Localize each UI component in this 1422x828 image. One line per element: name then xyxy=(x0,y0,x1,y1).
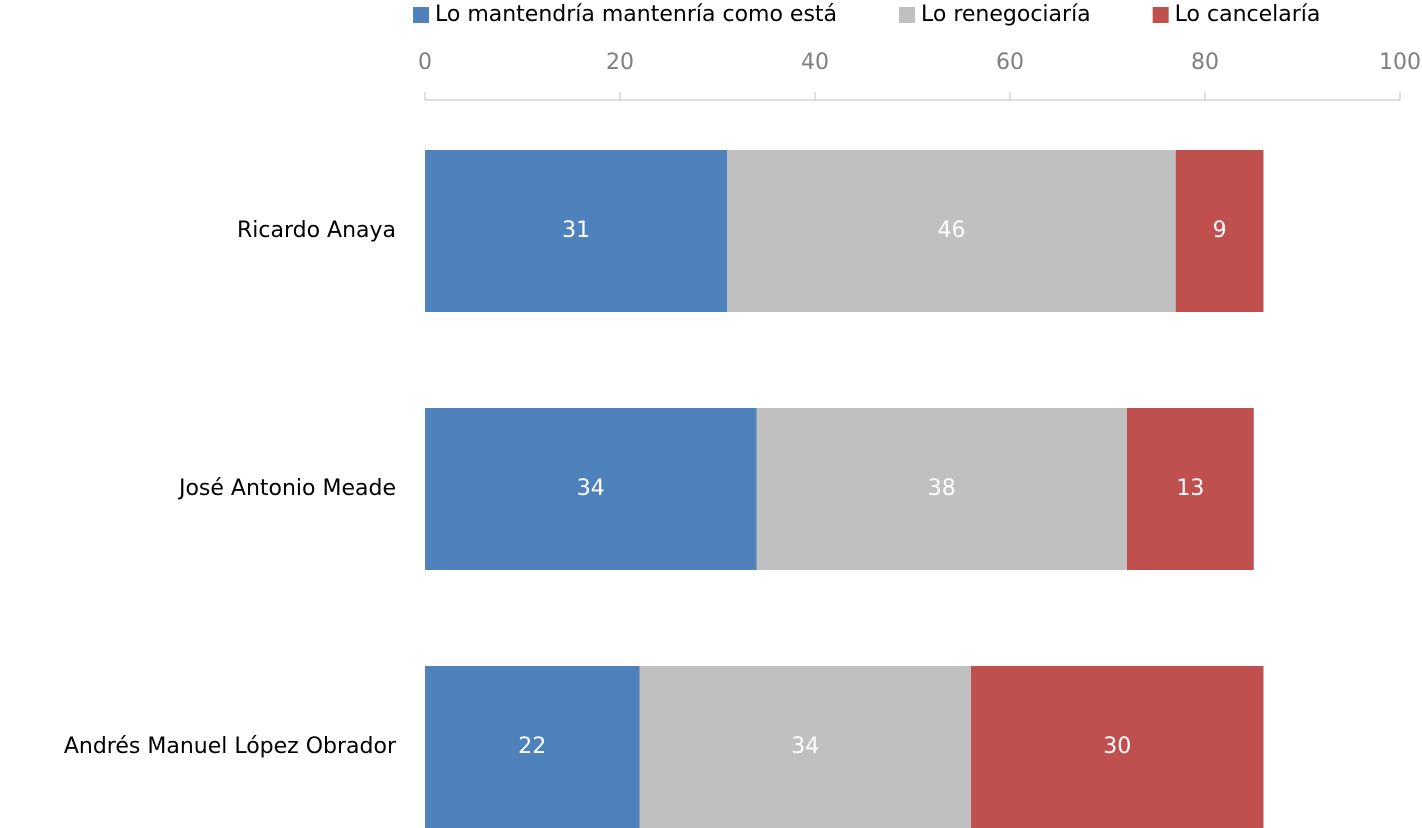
legend-label: Lo cancelaría xyxy=(1175,2,1321,27)
legend-swatch xyxy=(413,7,429,23)
bar-segment xyxy=(425,150,728,312)
data-label: 46 xyxy=(938,218,966,243)
bar-segment xyxy=(756,408,1127,570)
data-label: 22 xyxy=(518,734,546,759)
x-tick-label: 40 xyxy=(801,50,829,75)
data-label: 9 xyxy=(1213,218,1227,243)
data-label: 38 xyxy=(928,476,956,501)
bar-segment xyxy=(639,666,971,828)
bar-segment xyxy=(971,666,1264,828)
legend-label: Lo mantendría mantenría como está xyxy=(435,2,837,27)
bar-segment xyxy=(425,666,640,828)
category-label: Ricardo Anaya xyxy=(237,218,396,243)
bar-segment xyxy=(425,408,757,570)
bar-segment xyxy=(1175,150,1264,312)
legend-swatch xyxy=(1152,7,1169,23)
data-label: 34 xyxy=(791,734,819,759)
data-label: 30 xyxy=(1103,734,1131,759)
x-tick-label: 0 xyxy=(418,50,432,75)
legend-label: Lo renegociaría xyxy=(921,2,1091,27)
x-tick-label: 60 xyxy=(996,50,1024,75)
category-label: José Antonio Meade xyxy=(177,476,396,501)
legend-swatch xyxy=(899,7,916,23)
data-label: 34 xyxy=(577,476,605,501)
bar-segment xyxy=(727,150,1176,312)
x-tick-label: 80 xyxy=(1191,50,1219,75)
category-label: Andrés Manuel López Obrador xyxy=(64,734,397,759)
x-tick-label: 100 xyxy=(1379,50,1421,75)
data-label: 13 xyxy=(1176,476,1204,501)
x-tick-label: 20 xyxy=(606,50,634,75)
bar-segment xyxy=(1127,408,1254,570)
data-label: 31 xyxy=(562,218,590,243)
